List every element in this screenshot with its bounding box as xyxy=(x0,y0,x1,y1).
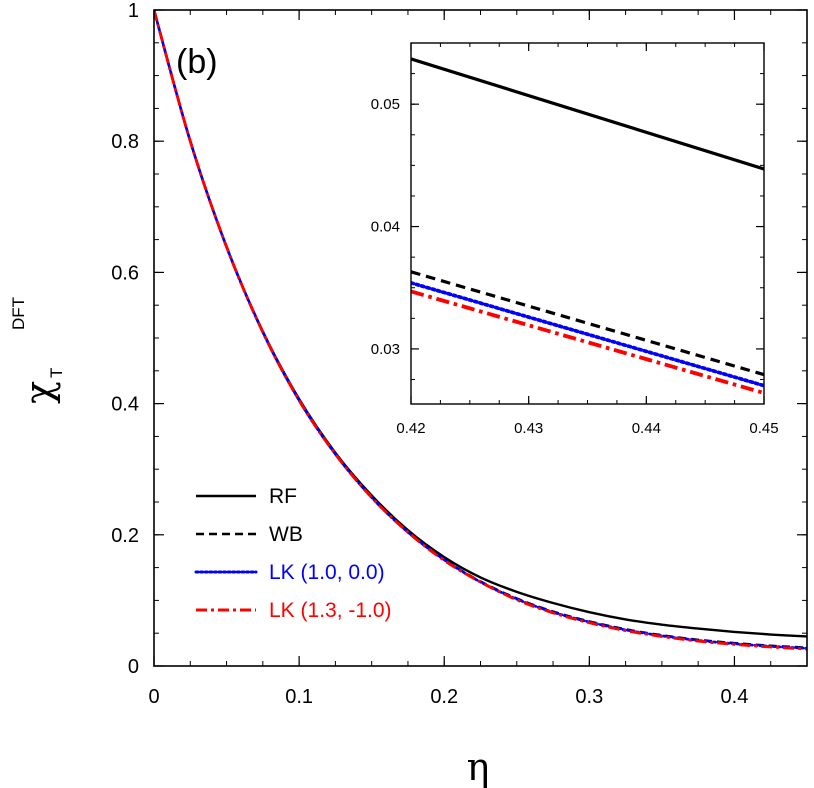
legend-label: LK (1.0, 0.0) xyxy=(269,561,385,584)
inset-y-tick-label: 0.03 xyxy=(371,341,400,358)
inset-series-line-lk-1-0-0-0 xyxy=(411,281,764,388)
x-tick-label: 0.3 xyxy=(575,686,603,708)
main-plot-area: 0 0.1 0.2 0.3 0.4 0 0.2 0.4 0.6 0.8 1 xyxy=(111,0,808,708)
legend-label: WB xyxy=(269,523,303,546)
main-plot-frame xyxy=(153,9,808,667)
y-tick-label: 0.6 xyxy=(111,262,139,284)
y-tick-label: 0 xyxy=(128,656,139,678)
inset-frame xyxy=(410,42,765,405)
inset-y-tick-label: 0.04 xyxy=(371,219,400,236)
x-tick-label: 0.2 xyxy=(430,686,458,708)
legend-label: RF xyxy=(269,485,297,508)
inset-x-tick-label: 0.43 xyxy=(514,420,543,437)
x-tick-label: 0.4 xyxy=(721,686,749,708)
inset-x-tick-label: 0.42 xyxy=(396,420,425,437)
inset-background xyxy=(411,43,764,404)
inset-x-tick-label: 0.44 xyxy=(632,420,661,437)
series-line-lk-1-3-1-0 xyxy=(154,10,807,651)
y-tick-label: 0.4 xyxy=(111,394,139,416)
inset-series-lines xyxy=(411,57,764,395)
x-axis-label: η xyxy=(467,745,490,788)
inset-series-line-lk-1-3-1-0 xyxy=(411,289,764,395)
inset-x-tick-label: 0.45 xyxy=(749,420,778,437)
legend: RF WB LK (1.0, 0.0) LK (1.3, -1.0) xyxy=(194,485,392,622)
y-tick-label: 0.2 xyxy=(111,525,139,547)
x-tick-label: 0 xyxy=(148,686,159,708)
inset-plot-area: 0.42 0.43 0.44 0.45 0.03 0.04 0.05 xyxy=(371,42,779,437)
y-axis-label-superscript: DFT xyxy=(9,297,28,330)
y-tick-label: 1 xyxy=(128,0,139,22)
y-axis-label-main: χ xyxy=(17,381,61,404)
x-tick-label: 0.1 xyxy=(285,686,313,708)
inset-series-line-rf xyxy=(411,57,764,171)
y-axis-label: χ T DFT xyxy=(9,297,66,404)
series-lines xyxy=(154,10,807,651)
panel-label: (b) xyxy=(176,43,218,81)
inset-y-tick-label: 0.05 xyxy=(371,96,400,113)
y-axis-label-subscript: T xyxy=(47,368,66,378)
y-tick-label: 0.8 xyxy=(111,131,139,153)
legend-label: LK (1.3, -1.0) xyxy=(269,599,392,622)
